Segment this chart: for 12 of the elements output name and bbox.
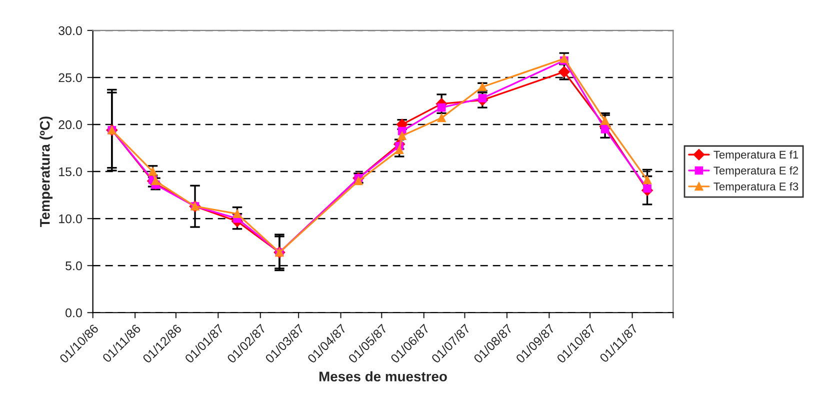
- x-axis-title: Meses de muestreo: [319, 371, 447, 382]
- y-tick-label: 10.0: [59, 214, 82, 224]
- y-tick-label: 30.0: [58, 26, 82, 36]
- y-axis-title: Temperatura (ºC): [40, 116, 53, 228]
- legend-label: Temperatura E f3: [714, 182, 798, 193]
- legend-label: Temperatura E f2: [714, 166, 798, 177]
- legend-label: Temperatura E f1: [714, 150, 798, 161]
- y-tick-label: 5.0: [66, 261, 82, 270]
- y-tick-label: 20.0: [58, 120, 82, 130]
- y-tick-label: 15.0: [59, 167, 82, 176]
- y-tick-label: 25.0: [58, 73, 82, 82]
- y-tick-label: 0.0: [66, 308, 82, 318]
